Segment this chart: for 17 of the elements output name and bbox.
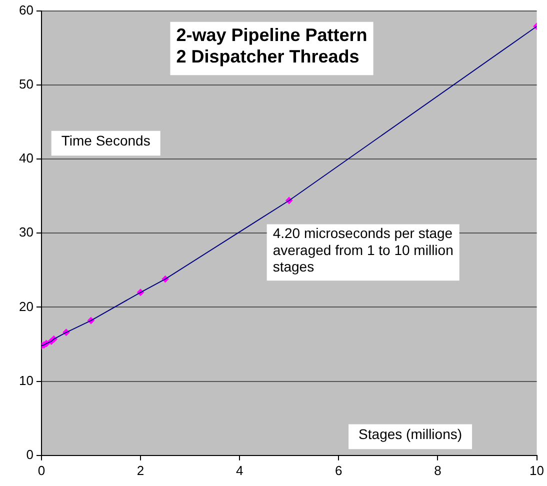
- x-tick-label: 0: [38, 462, 46, 478]
- y-tick-label: 10: [18, 372, 34, 388]
- y-tick-label: 30: [18, 224, 34, 240]
- y-tick-label: 20: [18, 298, 34, 314]
- y-tick-label: 60: [18, 2, 34, 18]
- y-tick-label: 40: [18, 150, 34, 166]
- y-tick-label: 50: [18, 76, 34, 92]
- x-tick-label: 8: [434, 462, 442, 478]
- x-axis-title: Stages (millions): [358, 426, 462, 442]
- annotation: 4.20 microseconds per stage averaged from 1 to 10 million stages: [272, 225, 454, 275]
- y-axis-title: Time Seconds: [61, 132, 150, 149]
- x-tick-label: 10: [530, 462, 544, 478]
- x-tick-label: 2: [136, 462, 144, 478]
- text: 2-way Pipeline Pattern 2 Dispatcher Threads: [176, 24, 368, 66]
- x-tick-label: 6: [335, 462, 342, 478]
- x-tick-label: 4: [236, 462, 244, 478]
- y-tick-label: 0: [26, 446, 34, 462]
